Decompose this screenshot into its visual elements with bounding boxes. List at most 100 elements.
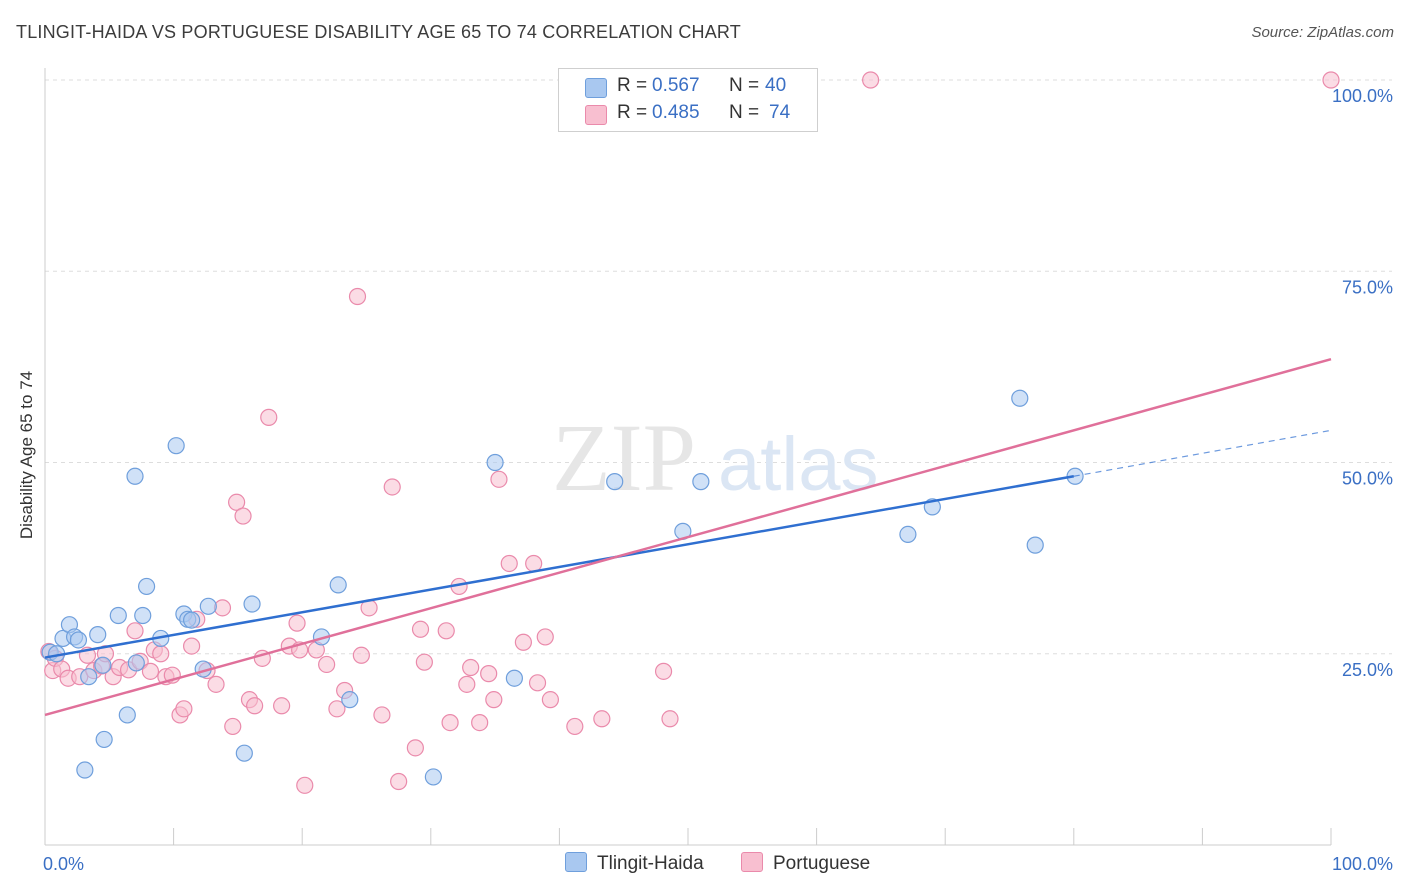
portuguese-point — [390, 772, 408, 791]
tlingit-haida-point — [137, 577, 156, 596]
y-tick-label: 50.0% — [1342, 469, 1393, 489]
watermark-zip: ZIP — [552, 404, 696, 511]
chart-title: TLINGIT-HAIDA VS PORTUGUESE DISABILITY A… — [16, 22, 742, 42]
legend-n-value: 74 — [769, 102, 791, 123]
legend-swatch-tlingit — [585, 78, 607, 98]
grid-lines — [45, 79, 1392, 655]
portuguese-point — [348, 287, 367, 306]
y-tick-label: 25.0% — [1342, 660, 1393, 680]
trend-line-tlingit-haida-extension — [1073, 429, 1332, 477]
portuguese-point — [528, 674, 547, 692]
portuguese-point — [213, 599, 232, 617]
series-tlingit-haida — [41, 389, 1084, 786]
tlingit-haida-point — [118, 706, 136, 724]
portuguese-point — [296, 776, 314, 794]
legend-n-label: N = — [729, 102, 760, 123]
portuguese-point — [462, 658, 480, 677]
tlingit-haida-point — [109, 606, 127, 625]
tlingit-haida-point — [329, 576, 347, 594]
x-tick-label-max: 100.0% — [1332, 854, 1393, 874]
bottom-legend-label-tlingit: Tlingit-Haida — [597, 853, 704, 874]
portuguese-point — [273, 697, 291, 715]
legend-n-value: 40 — [765, 75, 787, 96]
legend-r-value: 0.567 — [652, 75, 700, 96]
tlingit-haida-point — [95, 730, 113, 749]
portuguese-point — [288, 614, 306, 632]
tlingit-haida-point — [235, 744, 253, 762]
portuguese-point — [318, 655, 336, 674]
y-axis-label: Disability Age 65 to 74 — [17, 370, 36, 540]
trend-line-tlingit-haida — [44, 475, 1075, 659]
portuguese-point — [126, 622, 144, 640]
portuguese-point — [415, 653, 433, 671]
tlingit-haida-point — [69, 631, 88, 649]
portuguese-point — [480, 665, 498, 683]
trend-lines — [44, 358, 1332, 717]
portuguese-point — [141, 662, 160, 680]
axis-ticks: 25.0% 50.0% 75.0% 100.0% 0.0% 100.0% — [43, 86, 1393, 874]
legend-swatch-portuguese — [585, 105, 607, 125]
legend-r-label: R = — [617, 102, 648, 123]
portuguese-point — [490, 470, 508, 488]
tlingit-haida-point — [127, 654, 145, 672]
tlingit-haida-point — [126, 467, 144, 485]
watermark-atlas: atlas — [718, 422, 879, 507]
bottom-legend-label-portuguese: Portuguese — [773, 853, 871, 874]
portuguese-point — [661, 710, 679, 728]
y-tick-label: 75.0% — [1342, 277, 1393, 297]
tlingit-haida-point — [199, 597, 217, 615]
tlingit-haida-point — [1026, 536, 1044, 554]
portuguese-point — [458, 675, 476, 693]
tlingit-haida-point — [899, 525, 917, 544]
watermark: ZIP atlas — [552, 404, 879, 511]
tlingit-haida-point — [424, 768, 442, 786]
portuguese-point — [228, 493, 246, 511]
tlingit-haida-point — [505, 669, 523, 687]
portuguese-point — [224, 717, 242, 736]
legend: R = 0.567 N = 40 R = 0.485 N = 74 — [558, 68, 818, 132]
portuguese-point — [541, 691, 559, 709]
portuguese-point — [471, 713, 489, 732]
trend-line-portuguese — [44, 358, 1332, 717]
x-tick-label-min: 0.0% — [43, 854, 84, 874]
portuguese-point — [1322, 71, 1340, 89]
tlingit-haida-point — [341, 691, 359, 709]
bottom-legend-swatch-tlingit — [565, 852, 587, 872]
legend-r-value: 0.485 — [652, 102, 700, 123]
portuguese-point — [411, 620, 430, 638]
legend-r-label: R = — [617, 75, 648, 96]
portuguese-point — [352, 646, 370, 664]
portuguese-point — [514, 633, 532, 651]
tlingit-haida-point — [243, 595, 261, 613]
portuguese-point — [175, 700, 193, 718]
portuguese-point — [383, 478, 401, 496]
tlingit-haida-point — [486, 453, 504, 472]
tlingit-haida-point — [1011, 389, 1029, 407]
portuguese-point — [328, 700, 346, 718]
bottom-legend-swatch-portuguese — [741, 852, 763, 872]
tlingit-haida-point — [692, 473, 710, 491]
portuguese-point — [373, 706, 391, 724]
portuguese-point — [246, 697, 264, 715]
bottom-legend-tlingit: Tlingit-Haida — [565, 852, 704, 875]
tlingit-haida-point — [76, 761, 94, 779]
bottom-legend-portuguese: Portuguese — [741, 852, 870, 875]
portuguese-point — [566, 717, 584, 736]
portuguese-point — [437, 622, 455, 640]
portuguese-point — [441, 713, 459, 732]
tlingit-haida-point — [94, 656, 112, 674]
tlingit-haida-point — [89, 626, 107, 644]
portuguese-point — [525, 554, 543, 573]
tlingit-haida-point — [134, 606, 152, 625]
tlingit-haida-point — [183, 611, 201, 629]
portuguese-point — [406, 739, 424, 757]
portuguese-point — [485, 691, 503, 709]
portuguese-point — [234, 507, 252, 525]
tlingit-haida-point — [606, 473, 624, 491]
portuguese-point — [183, 637, 201, 655]
tlingit-haida-point — [80, 668, 98, 686]
portuguese-point — [862, 71, 880, 89]
portuguese-point — [260, 408, 278, 426]
tlingit-haida-point — [167, 437, 185, 455]
